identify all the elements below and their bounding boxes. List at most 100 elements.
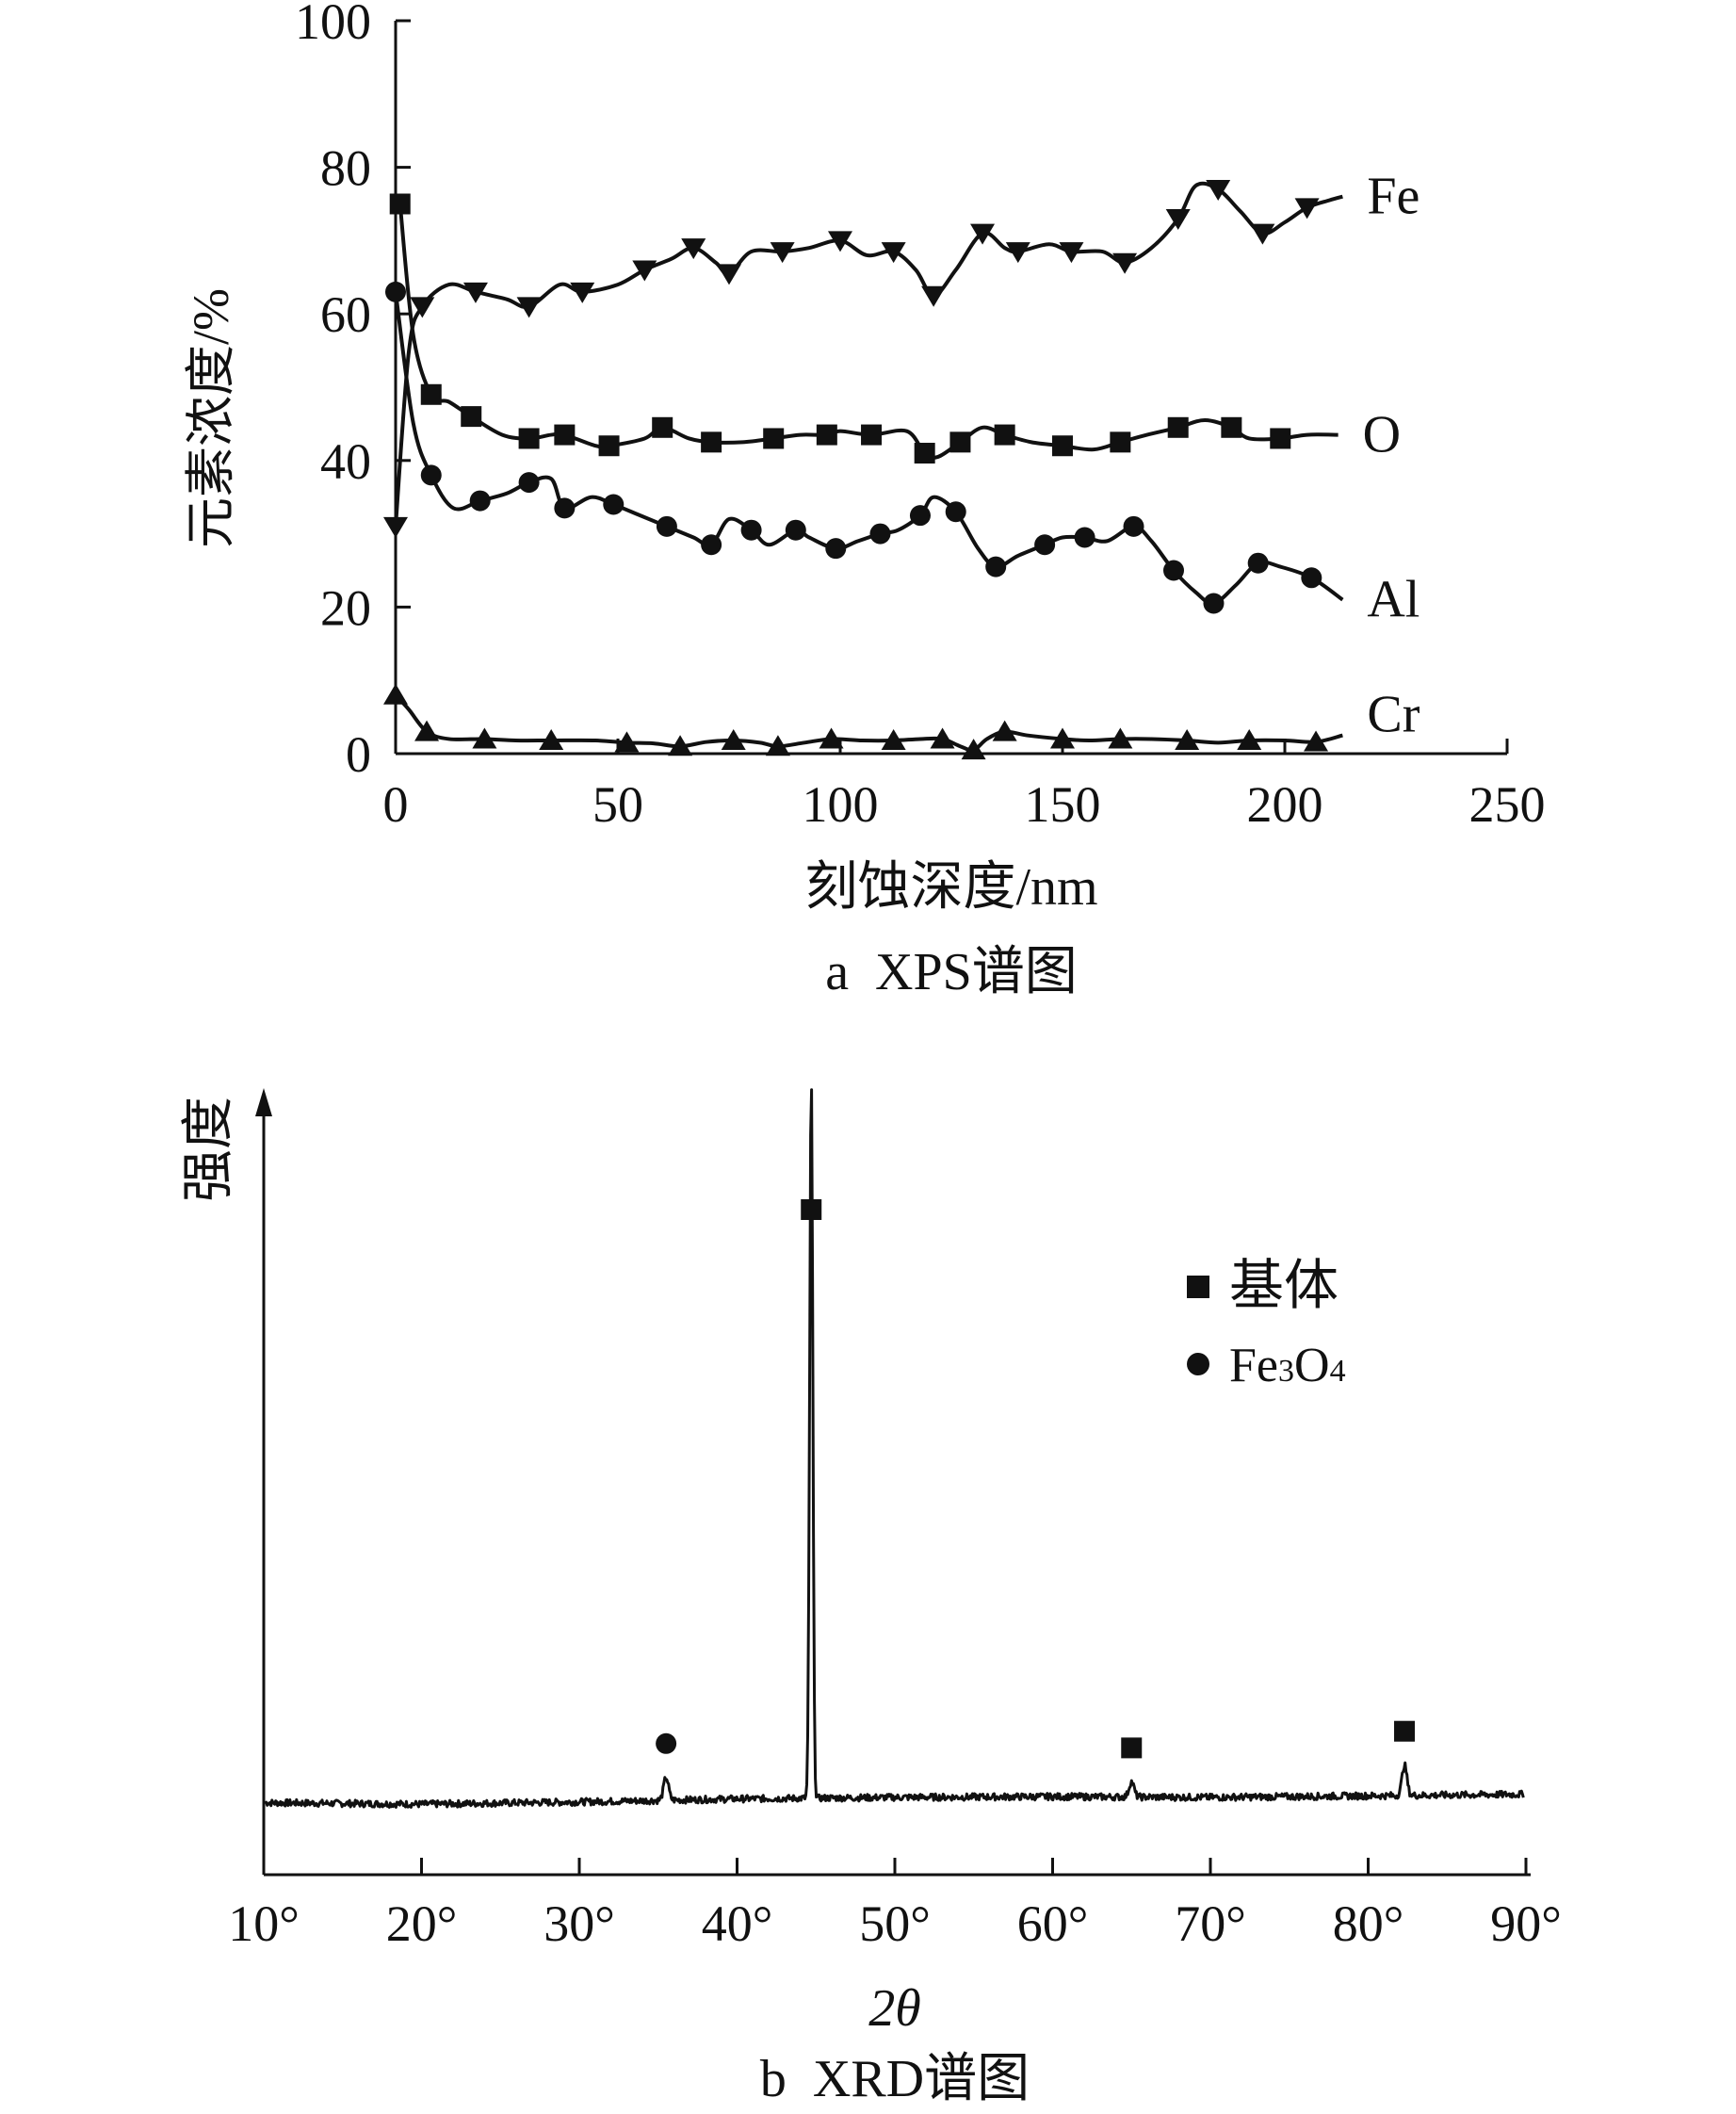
xps-series-label-o: O xyxy=(1363,406,1401,464)
xrd-chart: 10° 20° 30° 40° 50° 60° 70° 80° 90° 强度 2θ b XRD谱… xyxy=(180,1088,1562,2108)
legend-label-fe3o4: Fe3O4 xyxy=(1229,1339,1346,1392)
xps-point-fe xyxy=(1005,242,1030,264)
xps-point-cr xyxy=(881,728,906,750)
xps-point-al xyxy=(701,534,722,556)
xps-point-al xyxy=(420,464,442,486)
xps-x-tick-label: 100 xyxy=(803,776,879,833)
xps-point-fe xyxy=(462,282,488,303)
xps-point-cr xyxy=(721,728,746,750)
xps-point-cr xyxy=(539,728,564,750)
xps-x-ticks: 0 50 100 150 200 250 xyxy=(383,739,1546,833)
xps-y-tick-label: 0 xyxy=(346,726,371,783)
xps-x-tick-label: 200 xyxy=(1247,776,1323,833)
xps-point-al xyxy=(985,556,1007,577)
xps-point-o xyxy=(701,431,722,453)
xps-point-al xyxy=(909,505,931,527)
xrd-legend: 基体 Fe3O4 xyxy=(1187,1255,1346,1392)
xrd-x-tick-label: 30° xyxy=(544,1895,615,1952)
xps-point-fe xyxy=(921,285,947,307)
xrd-spectrum-line xyxy=(265,1088,1525,1809)
xps-point-al xyxy=(1074,527,1095,548)
xps-point-o xyxy=(1110,431,1131,453)
xrd-x-tick-label: 40° xyxy=(702,1895,773,1952)
xps-point-fe xyxy=(410,297,435,318)
xrd-peak-markers xyxy=(656,1198,1416,1759)
xps-x-tick-label: 50 xyxy=(592,776,643,833)
xps-y-tick-label: 40 xyxy=(320,433,371,490)
xps-point-al xyxy=(740,519,762,541)
xps-point-al xyxy=(1301,567,1322,589)
xrd-x-tick-label: 80° xyxy=(1333,1895,1404,1952)
xps-point-fe xyxy=(632,260,657,282)
xps-chart: 0 20 40 60 80 100 0 50 100 150 200 250 Fe O Al Cr 元素浓… xyxy=(183,0,1546,1001)
xps-point-al xyxy=(825,538,847,560)
xps-point-cr xyxy=(961,739,986,760)
xps-point-o xyxy=(816,424,837,446)
xps-point-al xyxy=(1203,593,1225,614)
xrd-x-ticks: 10° 20° 30° 40° 50° 60° 70° 80° 90° xyxy=(228,1858,1562,1952)
xps-point-fe xyxy=(1294,198,1320,220)
xps-point-al xyxy=(1123,515,1144,537)
xps-y-axis-label: 元素浓度/% xyxy=(183,288,239,548)
xps-point-o xyxy=(914,443,935,464)
xps-point-al xyxy=(656,515,677,537)
xps-x-tick-label: 250 xyxy=(1469,776,1546,833)
xps-point-cr xyxy=(930,727,955,749)
xps-series-line-cr xyxy=(394,693,1343,753)
legend-o: O xyxy=(1294,1339,1330,1392)
xps-point-o xyxy=(518,428,540,449)
legend-sub-4: 4 xyxy=(1330,1354,1346,1389)
xrd-peak-marker-fe3o4 xyxy=(656,1732,677,1754)
xps-point-fe xyxy=(828,231,852,252)
xps-point-fe xyxy=(881,242,906,264)
xps-point-al xyxy=(945,501,966,523)
xps-point-al xyxy=(1034,534,1056,556)
xrd-x-tick-label: 50° xyxy=(859,1895,931,1952)
xps-caption: a XPS谱图 xyxy=(825,943,1078,1001)
xps-point-al xyxy=(869,523,891,545)
legend-label-matrix: 基体 xyxy=(1229,1255,1339,1316)
xps-point-o xyxy=(1270,428,1291,449)
xrd-peak-marker-matrix xyxy=(1121,1737,1143,1759)
xrd-caption: b XRD谱图 xyxy=(760,2050,1030,2108)
xrd-x-axis-label: 2θ xyxy=(868,1979,921,2038)
xps-point-o xyxy=(1221,416,1242,438)
xps-point-cr xyxy=(992,720,1017,741)
xps-x-axis-label: 刻蚀深度/nm xyxy=(804,858,1097,917)
xps-point-o xyxy=(461,406,482,428)
xps-point-o xyxy=(598,435,620,457)
xps-point-o xyxy=(949,431,971,453)
xrd-x-tick-label: 90° xyxy=(1490,1895,1562,1952)
xps-point-cr xyxy=(383,683,408,705)
xps-x-tick-label: 150 xyxy=(1025,776,1101,833)
xps-point-cr xyxy=(1304,730,1329,752)
xps-point-fe xyxy=(770,242,795,264)
xps-point-fe xyxy=(1165,209,1191,231)
xps-point-o xyxy=(1052,435,1073,457)
xps-series-line-fe xyxy=(394,181,1343,527)
xps-point-fe xyxy=(570,282,595,303)
xps-series-label-cr: Cr xyxy=(1367,686,1420,744)
xps-point-cr xyxy=(1050,727,1075,749)
xps-point-fe xyxy=(1250,223,1275,245)
xps-point-al xyxy=(554,497,576,519)
xps-point-fe xyxy=(1206,179,1231,201)
legend-circle-marker xyxy=(1187,1353,1209,1375)
xps-point-cr xyxy=(668,735,693,756)
xps-point-o xyxy=(763,428,785,449)
xps-point-o xyxy=(994,424,1015,446)
xps-point-o xyxy=(652,416,673,438)
xps-point-fe xyxy=(383,516,408,538)
xps-point-fe xyxy=(1059,242,1084,264)
xrd-x-tick-label: 70° xyxy=(1175,1895,1246,1952)
xps-point-cr xyxy=(614,731,640,753)
xps-y-tick-label: 80 xyxy=(320,140,371,197)
xps-series-label-fe: Fe xyxy=(1367,168,1420,226)
xps-point-al xyxy=(385,281,406,302)
xps-point-cr xyxy=(1175,728,1200,750)
xps-series-label-al: Al xyxy=(1367,571,1420,629)
xps-y-tick-label: 20 xyxy=(320,579,371,636)
xps-y-tick-label: 60 xyxy=(320,286,371,343)
xps-point-fe xyxy=(717,264,741,285)
xps-point-o xyxy=(861,424,883,446)
